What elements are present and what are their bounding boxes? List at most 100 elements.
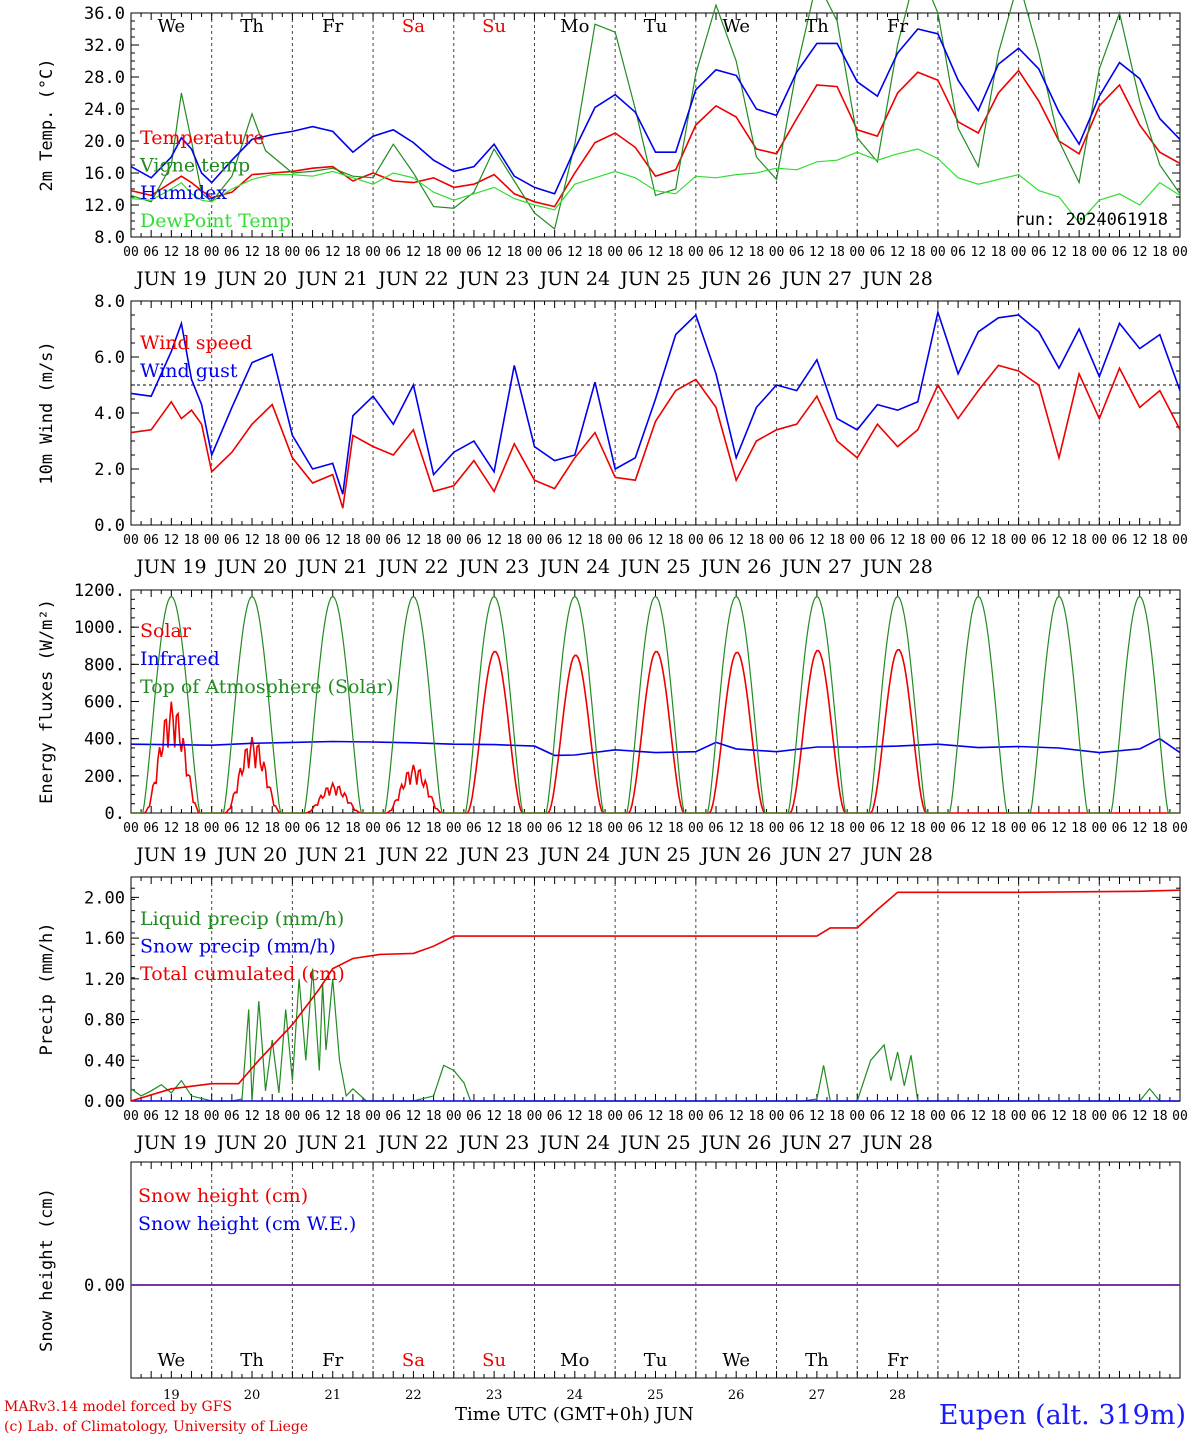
series-line — [130, 148, 1181, 224]
day-number-label: 25 — [647, 1388, 664, 1403]
y-tick-label: 1.60 — [84, 929, 125, 949]
plot-frame — [130, 589, 1181, 814]
date-label: JUN 23 — [457, 268, 529, 290]
date-label: JUN 27 — [780, 268, 852, 290]
hour-label: 18 — [264, 245, 280, 260]
series-line — [131, 649, 1179, 814]
hour-label: 12 — [486, 533, 502, 548]
day-number-label: 23 — [486, 1388, 503, 1403]
day-number-label: 21 — [324, 1388, 341, 1403]
series-line — [130, 28, 1181, 195]
y-tick-label: 16.0 — [84, 164, 125, 184]
hour-label: 18 — [184, 1109, 200, 1124]
hour-label: 00 — [849, 533, 865, 548]
hour-label: 12 — [1132, 821, 1148, 836]
hour-label: 18 — [1152, 533, 1168, 548]
hour-label: 00 — [688, 245, 704, 260]
legend-entry: Infrared — [140, 648, 220, 670]
hour-label: 18 — [1071, 821, 1087, 836]
legend-entry: DewPoint Temp — [140, 210, 291, 232]
date-label: JUN 26 — [699, 844, 771, 866]
hour-label: 12 — [648, 1109, 664, 1124]
y-tick-label: 600. — [84, 693, 125, 713]
day-number-label: 27 — [809, 1388, 826, 1403]
date-label: JUN 19 — [134, 844, 206, 866]
hour-label: 12 — [809, 245, 825, 260]
day-number-label: 26 — [728, 1388, 745, 1403]
hour-label: 12 — [164, 245, 180, 260]
legend-entry: Wind gust — [140, 360, 238, 382]
hour-label: 00 — [123, 245, 139, 260]
hour-label: 06 — [950, 533, 966, 548]
hour-label: 18 — [749, 533, 765, 548]
hour-label: 06 — [143, 821, 159, 836]
weekday-label: Su — [482, 16, 506, 37]
legend-entry: Vigne temp — [139, 155, 250, 177]
hour-label: 18 — [991, 821, 1007, 836]
legend-entry: Snow height (cm W.E.) — [138, 1213, 356, 1235]
hour-label: 12 — [244, 245, 260, 260]
hour-label: 18 — [426, 821, 442, 836]
hour-label: 12 — [164, 1109, 180, 1124]
weekday-label: Mo — [560, 1350, 589, 1371]
series-line — [131, 595, 1179, 814]
hour-label: 12 — [648, 245, 664, 260]
plot-frame — [130, 12, 1181, 238]
hour-label: 06 — [224, 1109, 240, 1124]
y-tick-label: 1000. — [74, 618, 125, 638]
hour-label: 06 — [224, 245, 240, 260]
hour-label: 12 — [486, 245, 502, 260]
hour-label: 06 — [385, 821, 401, 836]
hour-label: 12 — [164, 821, 180, 836]
hour-label: 00 — [204, 533, 220, 548]
hour-label: 12 — [244, 533, 260, 548]
hour-label: 06 — [1031, 1109, 1047, 1124]
hour-label: 00 — [607, 821, 623, 836]
hour-label: 06 — [950, 1109, 966, 1124]
hour-label: 12 — [406, 533, 422, 548]
hour-label: 12 — [970, 533, 986, 548]
hour-label: 06 — [466, 245, 482, 260]
hour-label: 00 — [285, 1109, 301, 1124]
legend-entry: Liquid precip (mm/h) — [140, 908, 344, 930]
hour-label: 12 — [1132, 245, 1148, 260]
hour-label: 06 — [870, 1109, 886, 1124]
hour-label: 00 — [365, 245, 381, 260]
date-label: JUN 19 — [134, 268, 206, 290]
hour-label: 12 — [325, 821, 341, 836]
hour-label: 06 — [305, 821, 321, 836]
hour-label: 06 — [547, 1109, 563, 1124]
hour-label: 06 — [870, 245, 886, 260]
hour-label: 12 — [325, 533, 341, 548]
series-line — [130, 364, 1181, 509]
hour-label: 12 — [486, 821, 502, 836]
hour-label: 18 — [264, 533, 280, 548]
hour-label: 00 — [285, 245, 301, 260]
hour-label: 00 — [688, 1109, 704, 1124]
y-tick-label: 800. — [84, 655, 125, 675]
day-number-label: 22 — [405, 1388, 422, 1403]
hour-label: 06 — [305, 245, 321, 260]
hour-label: 06 — [708, 245, 724, 260]
date-label: JUN 20 — [215, 1132, 287, 1154]
date-label: JUN 27 — [780, 1132, 852, 1154]
hour-label: 18 — [426, 245, 442, 260]
weekday-label: Th — [240, 16, 264, 37]
hour-label: 06 — [627, 1109, 643, 1124]
hour-label: 18 — [829, 821, 845, 836]
hour-label: 06 — [143, 533, 159, 548]
date-label: JUN 22 — [376, 1132, 448, 1154]
hour-label: 00 — [446, 245, 462, 260]
hour-label: 06 — [627, 245, 643, 260]
panel-snow: 0.00 Snow height (cm) Snow height (cm) Snow… — [37, 1161, 1181, 1403]
hour-label: 18 — [991, 533, 1007, 548]
hour-label: 12 — [1051, 245, 1067, 260]
hour-label: 06 — [143, 245, 159, 260]
hour-label: 00 — [365, 533, 381, 548]
y-tick-label: 1200. — [74, 581, 125, 601]
hour-label: 12 — [1051, 1109, 1067, 1124]
hour-label: 18 — [587, 821, 603, 836]
hour-label: 18 — [426, 1109, 442, 1124]
hour-label: 00 — [769, 821, 785, 836]
weekday-label: Fr — [322, 16, 343, 37]
